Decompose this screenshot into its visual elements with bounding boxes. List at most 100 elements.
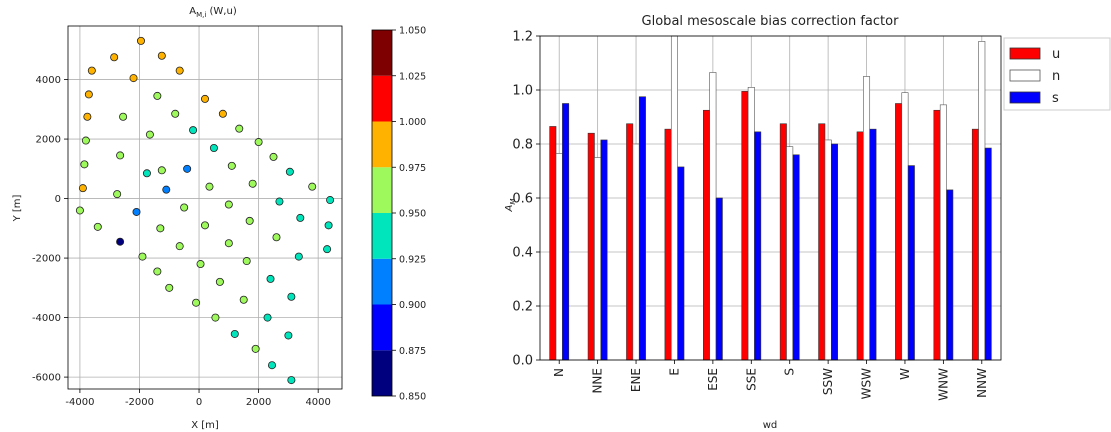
- scatter-point: [136, 36, 145, 45]
- bar-n: [747, 87, 755, 361]
- bar-chart-title: Global mesoscale bias correction factor: [642, 14, 900, 29]
- bar-u: [741, 91, 749, 361]
- scatter-point: [251, 344, 260, 353]
- scatter-axes-frame: [67, 25, 343, 390]
- bar-s: [638, 96, 646, 361]
- scatter-point: [165, 283, 174, 292]
- bar-s: [562, 103, 570, 361]
- legend-label-u: u: [1052, 47, 1060, 62]
- scatter-point: [162, 185, 171, 194]
- bar-xtick-label: W: [898, 368, 912, 380]
- bar-s: [907, 165, 915, 361]
- scatter-point: [296, 213, 305, 222]
- scatter-point: [294, 252, 303, 261]
- bar-chart-x-ticks: N NNE ENE E ESE SSE S SSW WSW W WNW NNW: [552, 360, 989, 401]
- bar-ytick-label: 0.4: [512, 246, 533, 261]
- scatter-point: [116, 151, 125, 160]
- bar-u: [895, 103, 903, 361]
- bar-chart: Global mesoscale bias correction factor …: [504, 14, 1111, 431]
- scatter-point: [93, 222, 102, 231]
- bar-xtick-label: N: [552, 368, 566, 377]
- scatter-point: [218, 109, 227, 118]
- scatter-title-tail: (W,u): [206, 6, 236, 17]
- scatter-point: [119, 112, 128, 121]
- scatter-point: [224, 200, 233, 209]
- legend-label-s: s: [1052, 91, 1059, 106]
- scatter-point: [326, 196, 335, 205]
- scatter-point: [138, 252, 147, 261]
- scatter-point: [157, 51, 166, 60]
- bar-n: [594, 157, 602, 361]
- scatter-point: [129, 74, 138, 83]
- colorbar-level: [372, 213, 392, 259]
- colorbar-tick-label: 0.925: [399, 254, 426, 265]
- scatter-y-ticks: -6000 -4000 -2000 0 2000 4000: [32, 75, 68, 384]
- colorbar-level: [372, 30, 392, 76]
- bar-xtick-label: NNE: [591, 368, 605, 394]
- colorbar-level: [372, 258, 392, 305]
- bar-ytick-label: 1.0: [512, 84, 533, 99]
- scatter-point: [285, 167, 294, 176]
- bar-chart-ylabel: AM: [504, 199, 517, 213]
- scatter-xtick-label: 2000: [246, 397, 271, 408]
- bar-s: [677, 166, 685, 361]
- bar-s: [831, 143, 838, 361]
- colorbar-tick-label: 1.000: [399, 117, 426, 128]
- bar-u: [549, 126, 557, 361]
- scatter-point: [269, 152, 278, 161]
- scatter-point: [215, 277, 224, 286]
- scatter-point: [324, 221, 333, 230]
- scatter-point: [323, 245, 332, 254]
- bar-n: [863, 76, 871, 361]
- scatter-point: [211, 313, 220, 322]
- scatter-point: [242, 257, 251, 266]
- scatter-point: [196, 260, 205, 269]
- bar-xtick-label: NNW: [975, 368, 989, 398]
- bar-n: [901, 92, 909, 361]
- scatter-ytick-label: -4000: [32, 313, 61, 324]
- bar-ytick-label: 0.6: [512, 192, 533, 207]
- colorbar-tick-label: 0.950: [399, 209, 426, 220]
- scatter-x-ticks: -4000 -2000 0 2000 4000: [65, 389, 331, 408]
- bar-n: [786, 146, 794, 361]
- bar-u: [856, 131, 864, 361]
- scatter-point: [287, 376, 296, 385]
- scatter-point: [156, 224, 165, 233]
- bar-s: [715, 197, 723, 361]
- scatter-xtick-label: 4000: [305, 397, 330, 408]
- bar-ytick-label: 0.8: [512, 138, 533, 153]
- scatter-point: [87, 66, 96, 75]
- scatter-point: [230, 329, 239, 338]
- bar-n: [709, 72, 717, 361]
- colorbar-levels: [372, 30, 392, 396]
- bar-s: [754, 131, 762, 361]
- bar-u: [779, 123, 787, 361]
- legend-swatch-u: [1009, 47, 1041, 60]
- legend-label-n: n: [1052, 69, 1060, 84]
- scatter-point: [205, 182, 214, 191]
- colorbar-ticks: 0.850 0.875 0.900 0.925 0.950 0.975 1.000 1.025…: [392, 26, 426, 403]
- colorbar-tick-label: 1.025: [399, 71, 426, 82]
- scatter-point: [175, 242, 184, 251]
- scatter-ytick-label: 0: [55, 194, 61, 205]
- bar-chart-ylabel-main: A: [504, 204, 515, 212]
- scatter-point: [224, 239, 233, 248]
- scatter-point: [171, 109, 180, 118]
- bar-s: [792, 154, 800, 361]
- bar-xtick-label: ESE: [706, 368, 720, 391]
- bar-s: [869, 128, 877, 361]
- scatter-xtick-label: -4000: [65, 397, 94, 408]
- colorbar-level: [372, 167, 392, 213]
- scatter-point: [275, 197, 284, 206]
- colorbar-level: [372, 75, 392, 122]
- bar-u: [818, 123, 826, 361]
- bar-n: [632, 143, 640, 361]
- scatter-point: [81, 136, 90, 145]
- scatter-point: [180, 203, 189, 212]
- scatter-point: [284, 331, 293, 340]
- bar-s: [946, 189, 954, 361]
- colorbar-tick-label: 1.050: [399, 26, 426, 37]
- scatter-point: [209, 143, 218, 152]
- legend-swatch-n: [1009, 69, 1041, 82]
- bar-xtick-label: ENE: [629, 368, 643, 392]
